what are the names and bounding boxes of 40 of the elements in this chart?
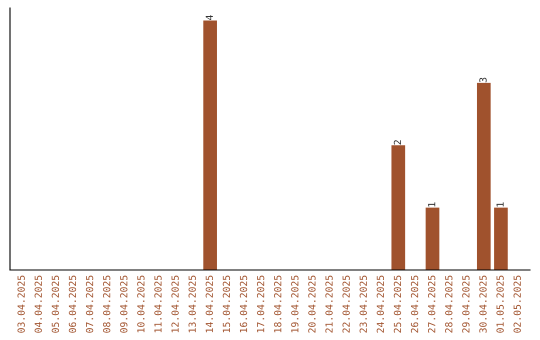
x-tick-label: 07.04.2025 xyxy=(86,276,94,333)
data-label: 4 xyxy=(206,15,213,20)
bar xyxy=(203,20,217,270)
x-tick-label: 05.04.2025 xyxy=(52,276,60,333)
x-tick-label: 30.04.2025 xyxy=(479,276,487,333)
bar xyxy=(476,82,491,270)
x-tick-label: 13.04.2025 xyxy=(188,276,196,332)
x-tick-label: 01.05.2025 xyxy=(496,276,504,333)
data-label: 1 xyxy=(496,202,504,206)
bar xyxy=(494,208,508,270)
x-tick-label: 24.04.2025 xyxy=(376,276,384,333)
x-tick-label: 27.04.2025 xyxy=(428,276,436,333)
data-label: 2 xyxy=(394,140,401,145)
x-tick-label: 15.04.2025 xyxy=(222,276,230,332)
x-tick-label: 02.05.2025 xyxy=(514,276,521,333)
x-tick-label: 14.04.2025 xyxy=(206,276,213,332)
x-tick-label: 09.04.2025 xyxy=(120,276,128,333)
data-label: 1 xyxy=(428,202,436,206)
x-tick-label: 22.04.2025 xyxy=(342,276,350,333)
x-tick-label: 16.04.2025 xyxy=(240,276,248,332)
bar xyxy=(391,145,406,270)
data-label: 3 xyxy=(479,78,487,82)
bar xyxy=(426,208,440,270)
x-tick-label: 26.04.2025 xyxy=(410,276,418,333)
x-tick-label: 28.04.2025 xyxy=(445,276,452,333)
x-tick-label: 11.04.2025 xyxy=(154,276,162,332)
x-tick-label: 19.04.2025 xyxy=(291,276,299,332)
x-tick-label: 29.04.2025 xyxy=(462,276,470,333)
x-tick-label: 08.04.2025 xyxy=(102,276,110,333)
x-tick-label: 04.04.2025 xyxy=(34,276,42,333)
x-tick-label: 06.04.2025 xyxy=(68,276,76,333)
x-tick-label: 03.04.2025 xyxy=(17,276,25,333)
x-tick-label: 21.04.2025 xyxy=(325,276,333,333)
x-tick-label: 10.04.2025 xyxy=(137,276,145,332)
x-tick-label: 23.04.2025 xyxy=(360,276,367,333)
x-tick-label: 12.04.2025 xyxy=(171,276,179,332)
x-tick-label: 18.04.2025 xyxy=(274,276,282,332)
x-tick-label: 20.04.2025 xyxy=(308,276,316,333)
x-tick-label: 17.04.2025 xyxy=(256,276,264,332)
x-tick-label: 25.04.2025 xyxy=(394,276,402,333)
